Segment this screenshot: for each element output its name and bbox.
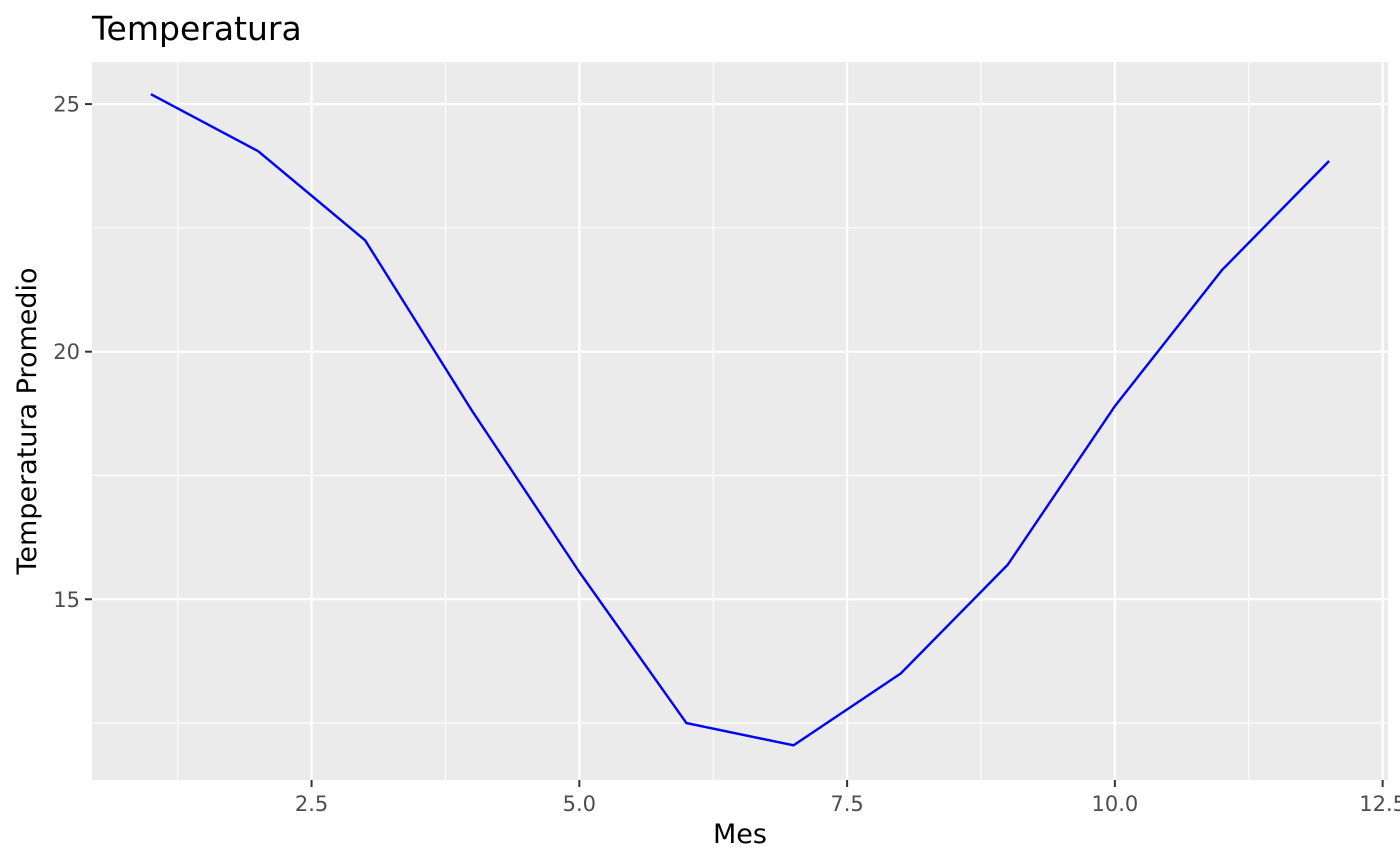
y-tick-label: 15 — [53, 588, 80, 612]
y-tick-label: 25 — [53, 93, 80, 117]
x-tick-label: 5.0 — [563, 792, 596, 816]
plot-panel — [92, 62, 1388, 780]
minor-gridlines — [92, 62, 1388, 780]
x-axis: 2.5 5.0 7.5 10.0 12.5 — [295, 780, 1400, 816]
x-tick-label: 7.5 — [830, 792, 863, 816]
x-tick-label: 2.5 — [295, 792, 328, 816]
y-tick-label: 20 — [53, 340, 80, 364]
y-axis: 15 20 25 — [53, 93, 92, 612]
x-tick-label: 10.0 — [1091, 792, 1138, 816]
y-axis-title: Temperatura Promedio — [12, 267, 43, 575]
chart-title: Temperatura — [91, 9, 302, 48]
series-layer — [150, 93, 1330, 747]
series-line — [150, 93, 1330, 747]
major-gridlines — [92, 62, 1388, 780]
x-axis-title: Mes — [713, 819, 767, 850]
x-tick-label: 12.5 — [1359, 792, 1400, 816]
